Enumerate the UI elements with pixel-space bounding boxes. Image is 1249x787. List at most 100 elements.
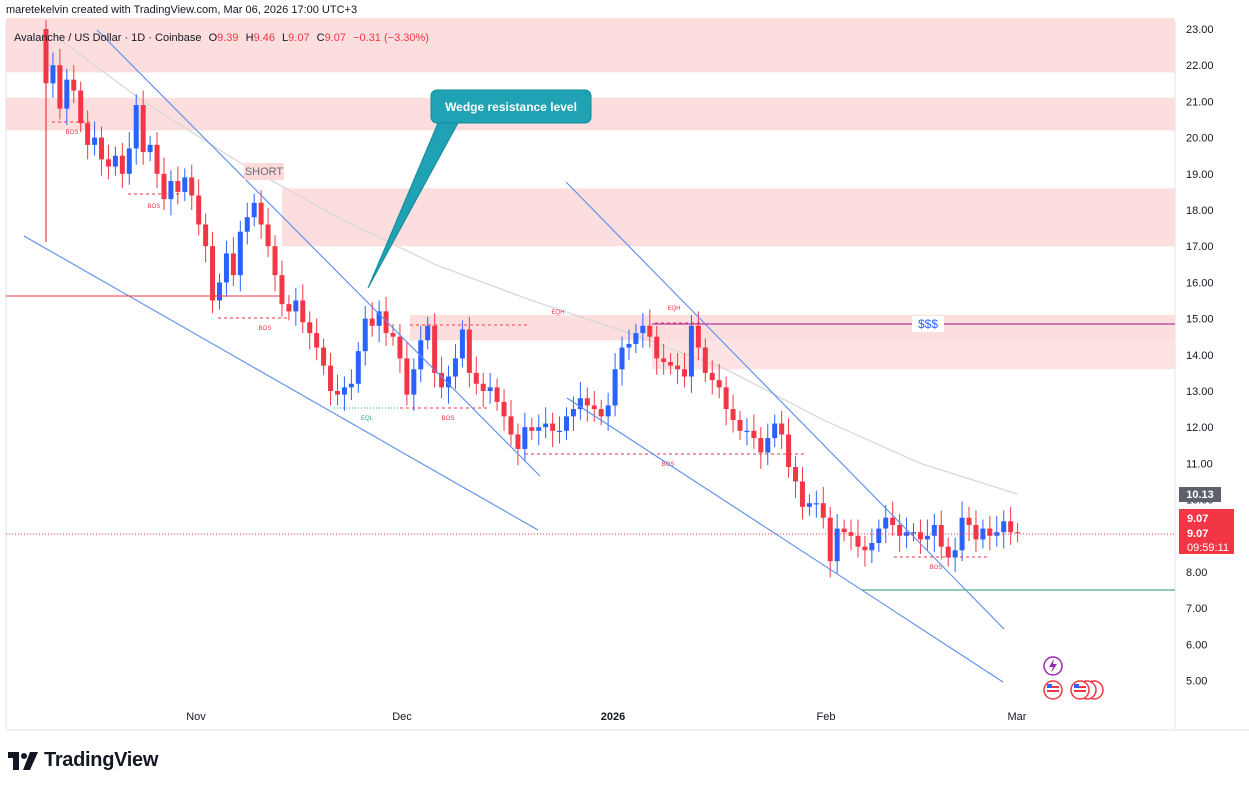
price-tick-label: 12.00 bbox=[1186, 422, 1214, 434]
candle-body bbox=[314, 333, 320, 348]
candle-body bbox=[709, 372, 715, 381]
close-label: C bbox=[316, 32, 325, 44]
candle-body bbox=[85, 123, 91, 145]
candle-body bbox=[883, 517, 889, 529]
candle-body bbox=[1001, 521, 1007, 533]
candle-body bbox=[251, 202, 257, 218]
candle-body bbox=[730, 409, 736, 420]
candle-body bbox=[605, 405, 611, 417]
candle-body bbox=[133, 105, 139, 149]
candle-body bbox=[799, 481, 805, 507]
candle-body bbox=[390, 333, 396, 337]
us-flag-events-group-icon[interactable] bbox=[1070, 680, 1104, 700]
candle-body bbox=[376, 311, 382, 326]
tradingview-brand-text: TradingView bbox=[44, 749, 159, 771]
structure-label: EQH bbox=[667, 306, 680, 312]
candle-body bbox=[612, 369, 618, 406]
candle-body bbox=[564, 416, 569, 431]
candle-body bbox=[675, 365, 681, 370]
candle-body bbox=[1008, 521, 1014, 533]
price-tick-label: 5.00 bbox=[1186, 676, 1207, 688]
ma-value-badge bbox=[1179, 487, 1221, 502]
candle-body bbox=[99, 137, 105, 160]
open-value: 9.39 bbox=[217, 32, 239, 44]
structure-label: EQL bbox=[361, 416, 374, 422]
candle-body bbox=[591, 405, 597, 410]
candle-body bbox=[633, 333, 639, 344]
candle-body bbox=[931, 524, 937, 536]
structure-label: BOS bbox=[148, 204, 161, 210]
candle-body bbox=[258, 202, 264, 225]
price-tick-label: 16.00 bbox=[1186, 277, 1214, 289]
price-tick-label: 8.00 bbox=[1186, 567, 1207, 579]
candle-body bbox=[348, 383, 354, 388]
price-tick-label: 21.00 bbox=[1186, 96, 1214, 108]
candle-body bbox=[876, 528, 882, 544]
candle-body bbox=[154, 144, 160, 174]
candle-body bbox=[869, 543, 875, 551]
tradingview-logo[interactable]: TradingView bbox=[8, 749, 158, 772]
candle-body bbox=[321, 347, 327, 366]
candle-body bbox=[536, 427, 542, 431]
flash-event-icon[interactable] bbox=[1043, 656, 1063, 676]
candle-body bbox=[244, 217, 250, 232]
candle-body bbox=[293, 300, 299, 312]
candle-body bbox=[168, 181, 174, 200]
candle-body bbox=[737, 419, 743, 431]
candle-body bbox=[1015, 532, 1021, 534]
candle-body bbox=[425, 325, 431, 341]
candle-body bbox=[50, 65, 56, 84]
structure-label: BOS bbox=[442, 416, 455, 422]
price-tick-label: 13.00 bbox=[1186, 386, 1214, 398]
candle-body bbox=[64, 79, 70, 109]
supply-zone bbox=[6, 18, 1175, 73]
candle-body bbox=[210, 246, 216, 301]
candle-body bbox=[626, 343, 632, 348]
candle-body bbox=[272, 246, 278, 276]
tradingview-logo-icon bbox=[8, 751, 38, 770]
candle-body bbox=[487, 387, 493, 391]
candle-body bbox=[952, 550, 958, 558]
structure-label: BOS bbox=[66, 130, 79, 136]
candle-body bbox=[924, 535, 930, 540]
ma-value-text: 10.13 bbox=[1186, 489, 1214, 501]
high-label: H bbox=[245, 32, 254, 44]
time-axis[interactable]: Nov Dec 2026 Feb Mar bbox=[186, 711, 1027, 723]
candle-body bbox=[758, 438, 764, 453]
supply-zones bbox=[6, 18, 1175, 370]
candle-body bbox=[779, 423, 785, 435]
candle-body bbox=[328, 365, 334, 391]
candle-body bbox=[966, 517, 972, 525]
candle-body bbox=[452, 358, 458, 377]
low-label: L bbox=[282, 32, 289, 44]
candle-body bbox=[439, 372, 445, 388]
candle-body bbox=[105, 159, 111, 167]
short-label-bg bbox=[244, 163, 284, 180]
price-axis[interactable]: 23.00 22.00 21.00 20.00 19.00 18.00 17.00 16.00… bbox=[1186, 24, 1214, 688]
candle-body bbox=[161, 173, 167, 200]
candle-body bbox=[959, 517, 965, 551]
callout-box bbox=[430, 89, 592, 124]
candle-body bbox=[765, 438, 771, 453]
candle-body bbox=[189, 177, 195, 196]
candle-body bbox=[793, 467, 799, 482]
candle-body bbox=[473, 372, 479, 384]
candle-body bbox=[279, 275, 285, 305]
candle-body bbox=[126, 148, 132, 174]
supply-zone bbox=[282, 188, 1175, 247]
candle-body bbox=[119, 155, 125, 174]
low-value: 9.07 bbox=[288, 32, 310, 44]
close-value: 9.07 bbox=[324, 32, 347, 44]
candle-body bbox=[140, 105, 146, 153]
candle-body bbox=[508, 416, 514, 435]
candle-body bbox=[418, 340, 424, 370]
last-price-text-2: 9.07 bbox=[1187, 528, 1208, 540]
price-tick-label: 15.00 bbox=[1186, 314, 1214, 326]
candle-body bbox=[744, 430, 750, 433]
candle-body bbox=[723, 387, 729, 410]
candle-body bbox=[681, 369, 687, 377]
us-flag-event-icon[interactable] bbox=[1043, 680, 1063, 700]
candle-body bbox=[813, 503, 819, 505]
candle-body bbox=[772, 423, 778, 439]
